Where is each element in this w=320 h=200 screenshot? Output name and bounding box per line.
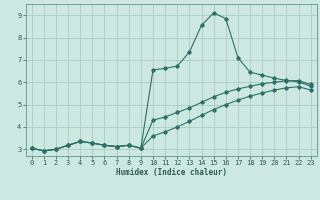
X-axis label: Humidex (Indice chaleur): Humidex (Indice chaleur) — [116, 168, 227, 177]
